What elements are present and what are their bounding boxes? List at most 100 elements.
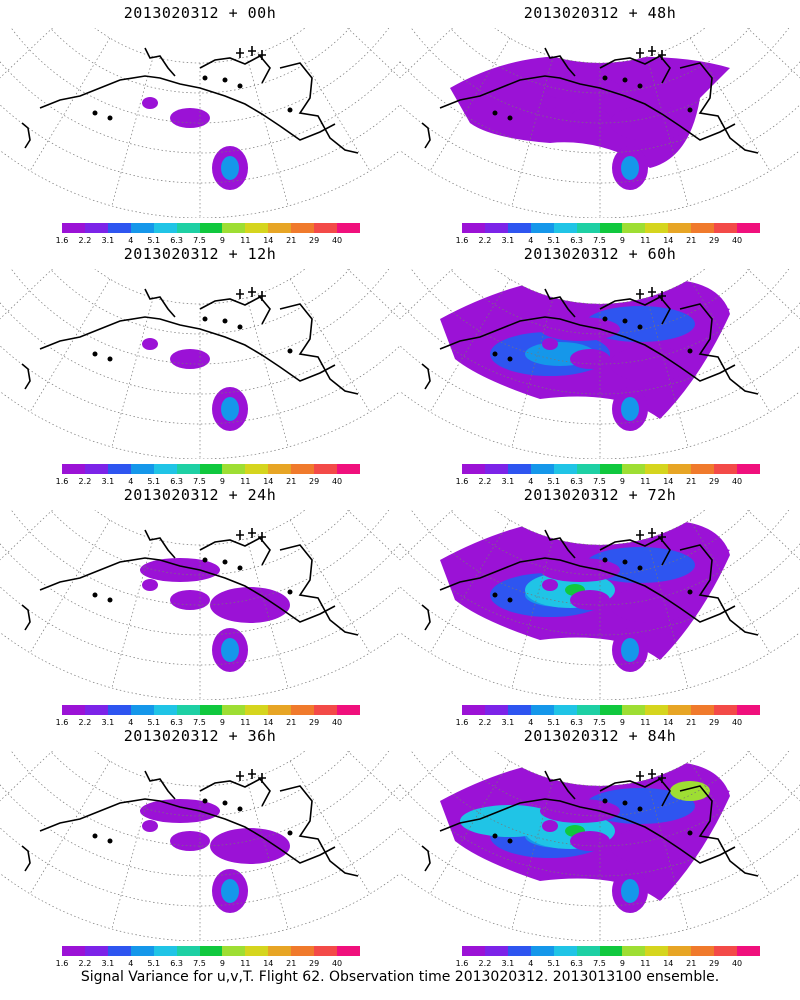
colorbar-swatch xyxy=(62,946,85,956)
colorbar-swatch xyxy=(507,705,531,715)
colorbar-label: 21 xyxy=(686,959,697,968)
colorbar-label: 7.5 xyxy=(593,236,606,245)
colorbar xyxy=(62,705,360,715)
colorbar-swatch xyxy=(691,223,715,233)
colorbar-swatch xyxy=(553,464,577,474)
polar-map xyxy=(0,510,400,700)
variance-region xyxy=(540,317,620,341)
map-field xyxy=(440,274,730,431)
colorbar-label: 3.1 xyxy=(101,959,115,968)
colorbar-label: 11 xyxy=(640,477,651,486)
graticule xyxy=(400,751,800,941)
colorbar xyxy=(462,705,760,715)
variance-region xyxy=(540,558,620,582)
coastline xyxy=(421,287,759,395)
colorbar-label: 1.6 xyxy=(55,718,69,727)
colorbar-labels: 1.6 2.2 3.1 4 5.1 6.3 7.5 9 11 14 21 29 40 xyxy=(56,959,360,969)
map-panel: 2013020312 + 24h 1.6 2.2 3.1 4 5.1 6.3 7.5 9 11 14… xyxy=(0,482,400,727)
colorbar-label: 4 xyxy=(528,236,534,245)
colorbar-label: 29 xyxy=(309,718,320,727)
map-field xyxy=(142,338,248,431)
coastline xyxy=(21,528,359,636)
colorbar-swatch xyxy=(291,464,315,474)
colorbar-swatch xyxy=(130,464,154,474)
variance-region xyxy=(570,108,610,128)
map-field xyxy=(140,558,290,672)
variance-region xyxy=(542,579,558,591)
colorbar-swatch xyxy=(737,223,760,233)
colorbar-label: 6.3 xyxy=(570,959,583,968)
colorbar xyxy=(62,223,360,233)
colorbar-swatch xyxy=(268,223,292,233)
colorbar-label: 40 xyxy=(331,236,343,245)
colorbar-label: 40 xyxy=(731,236,743,245)
panel-title: 2013020312 + 60h xyxy=(523,245,677,263)
colorbar-swatch xyxy=(268,464,292,474)
colorbar-swatch xyxy=(245,464,269,474)
colorbar-swatch xyxy=(714,223,738,233)
colorbar-swatch xyxy=(645,464,669,474)
colorbar-swatch xyxy=(737,464,760,474)
colorbar-label: 9 xyxy=(219,236,225,245)
colorbar-swatch xyxy=(337,946,360,956)
colorbar-label: 5.1 xyxy=(147,959,161,968)
colorbar-swatch xyxy=(130,223,154,233)
colorbar-swatch xyxy=(691,705,715,715)
polar-map xyxy=(400,28,800,218)
variance-core xyxy=(621,397,639,421)
colorbar-swatch xyxy=(176,464,200,474)
variance-region xyxy=(210,828,290,864)
colorbar-swatch xyxy=(668,223,692,233)
variance-region xyxy=(570,349,610,369)
graticule xyxy=(0,28,400,218)
colorbar-label: 6.3 xyxy=(570,477,583,486)
map-field xyxy=(440,515,730,672)
colorbar-label: 29 xyxy=(709,718,720,727)
colorbar-label: 5.1 xyxy=(147,718,161,727)
colorbar-swatch xyxy=(530,223,554,233)
panel-title: 2013020312 + 00h xyxy=(123,4,277,22)
colorbar-label: 4 xyxy=(128,236,134,245)
map-panel: 2013020312 + 60h 1.6 2.2 3.1 4 5.1 6.3 7.5 9 11 14… xyxy=(400,241,800,486)
variance-region xyxy=(142,820,158,832)
colorbar-label: 4 xyxy=(128,959,134,968)
map-field xyxy=(440,756,730,913)
colorbar-label: 9 xyxy=(619,236,625,245)
panel-title: 2013020312 + 84h xyxy=(523,727,677,745)
colorbar-label: 14 xyxy=(263,718,274,727)
variance-region xyxy=(610,828,690,864)
colorbar-label: 7.5 xyxy=(593,959,606,968)
variance-region xyxy=(170,831,210,851)
coastline xyxy=(421,46,759,154)
variance-core xyxy=(221,879,239,903)
panel-title: 2013020312 + 36h xyxy=(123,727,277,745)
colorbar-label: 1.6 xyxy=(455,236,469,245)
variance-region xyxy=(542,97,558,109)
colorbar-label: 21 xyxy=(286,477,297,486)
variance-region xyxy=(170,590,210,610)
panel-title: 2013020312 + 72h xyxy=(523,486,677,504)
colorbar-label: 2.2 xyxy=(78,959,92,968)
variance-region xyxy=(610,105,690,141)
variance-region xyxy=(140,799,220,823)
colorbar-label: 9 xyxy=(619,718,625,727)
colorbar-swatch xyxy=(714,705,738,715)
colorbar-label: 14 xyxy=(663,236,674,245)
colorbar-label: 14 xyxy=(663,477,674,486)
colorbar-label: 29 xyxy=(709,477,720,486)
variance-region xyxy=(610,346,690,382)
coastline xyxy=(21,769,359,877)
colorbar-label: 29 xyxy=(709,959,720,968)
colorbar-swatch xyxy=(314,223,338,233)
colorbar-swatch xyxy=(462,946,485,956)
colorbar-label: 1.6 xyxy=(455,718,469,727)
colorbar-label: 21 xyxy=(686,236,697,245)
colorbar-swatch xyxy=(691,464,715,474)
variance-region xyxy=(142,579,158,591)
map-panel: 2013020312 + 12h 1.6 2.2 3.1 4 5.1 6.3 7.5 9 11 14… xyxy=(0,241,400,486)
variance-region xyxy=(170,349,210,369)
colorbar-label: 4 xyxy=(528,959,534,968)
variance-region xyxy=(142,97,158,109)
colorbar-label: 21 xyxy=(686,477,697,486)
colorbar-swatch xyxy=(553,946,577,956)
